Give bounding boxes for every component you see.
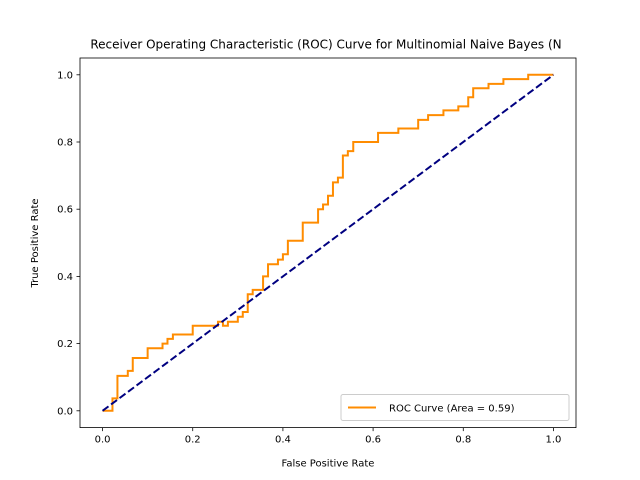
x-tick-label: 0.6	[365, 435, 381, 446]
roc-curve-line	[102, 73, 554, 412]
series-layer	[101, 73, 555, 412]
y-tick-label: 0.8	[57, 138, 73, 149]
y-tick-label: 0.4	[57, 272, 73, 283]
chance-diagonal-line	[101, 73, 555, 412]
x-tick-label: 1.0	[546, 435, 562, 446]
y-axis-ticks: 0.0 0.2 0.4 0.6 0.8 1.0	[57, 70, 80, 417]
x-tick-label: 0.0	[95, 435, 111, 446]
x-axis-ticks: 0.0 0.2 0.4 0.6 0.8 1.0	[95, 427, 562, 446]
legend: ROC Curve (Area = 0.59)	[340, 394, 570, 421]
y-tick-label: 0.2	[57, 339, 73, 350]
y-tick-label: 0.0	[57, 406, 73, 417]
x-tick-label: 0.2	[185, 435, 201, 446]
y-tick-label: 0.6	[57, 205, 73, 216]
plot-area	[79, 57, 577, 429]
y-tick-label: 1.0	[57, 70, 73, 81]
x-axis-label: False Positive Rate	[282, 459, 375, 470]
x-tick-label: 0.8	[455, 435, 471, 446]
plot-frame	[79, 57, 577, 429]
chart-title: Receiver Operating Characteristic (ROC) …	[90, 38, 561, 52]
legend-roc-label: ROC Curve (Area = 0.59)	[389, 404, 515, 415]
legend-frame	[340, 394, 570, 421]
x-tick-label: 0.4	[275, 435, 291, 446]
y-axis-label: True Positive Rate	[30, 198, 41, 288]
